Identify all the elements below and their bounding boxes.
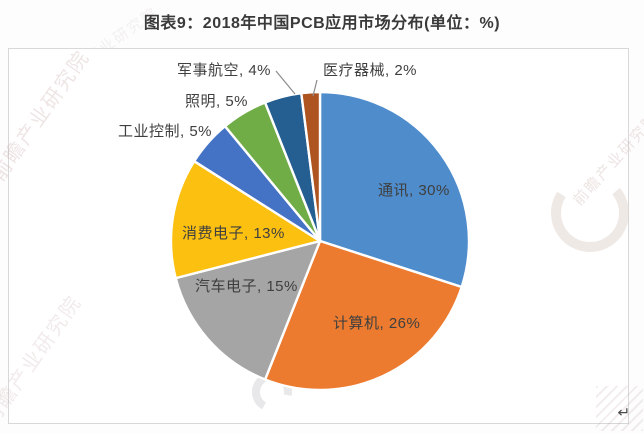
pie-label-计算机: 计算机, 26%	[333, 315, 421, 332]
pie-slice-计算机	[263, 239, 463, 392]
pie-label-医疗器械: 医疗器械, 2%	[323, 62, 418, 79]
pie-label-工业控制: 工业控制, 5%	[118, 123, 213, 140]
chart-title: 图表9：2018年中国PCB应用市场分布(单位：%)	[143, 15, 501, 32]
pie-slice-通讯	[318, 90, 471, 289]
leader-line-医疗器械	[312, 79, 318, 97]
leader-line-军事航空	[275, 70, 296, 95]
watermark-logo-icon	[551, 173, 629, 252]
return-mark: ↵	[617, 404, 631, 420]
pie-slice-汽车电子	[174, 239, 322, 381]
pie-slice-消费电子	[169, 160, 322, 280]
pie-label-通讯: 通讯, 30%	[378, 182, 450, 199]
pie-label-汽车电子: 汽车电子, 15%	[195, 278, 298, 295]
pie-label-军事航空: 军事航空, 4%	[177, 62, 272, 79]
pie-label-消费电子: 消费电子, 13%	[182, 225, 285, 242]
pie-slice-医疗器械	[300, 90, 322, 243]
pie-label-照明: 照明, 5%	[185, 93, 249, 110]
watermark-hatch	[596, 386, 643, 431]
